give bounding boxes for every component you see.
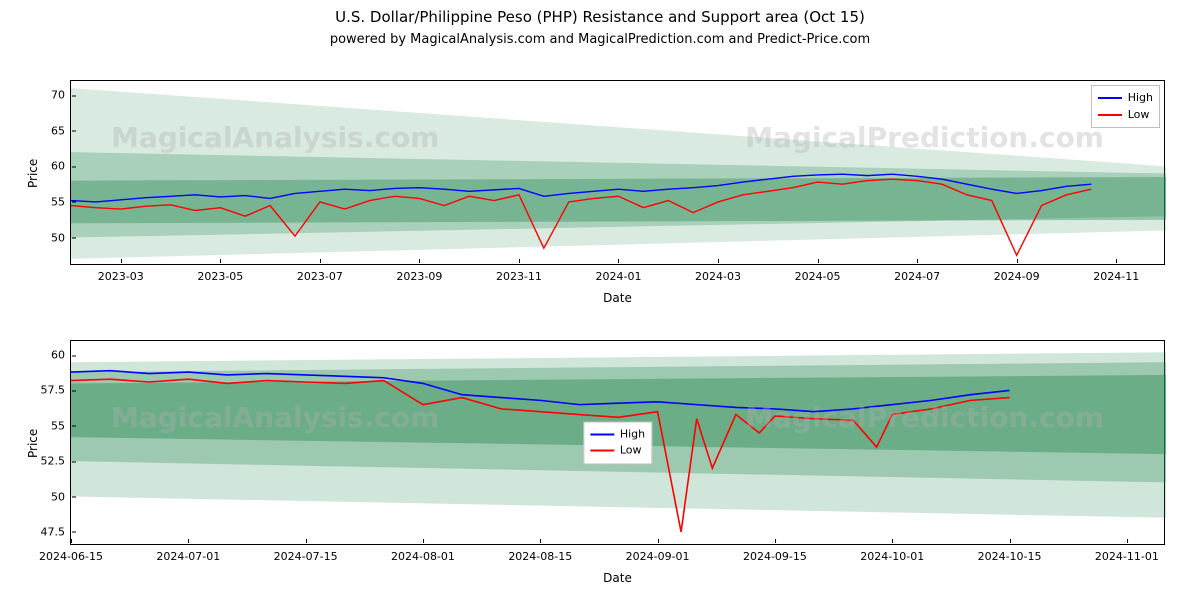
legend-top: HighLow xyxy=(1091,85,1160,128)
x-tick: 2023-03 xyxy=(98,264,144,283)
x-tick: 2024-11 xyxy=(1093,264,1139,283)
x-tick: 2024-06-15 xyxy=(39,544,103,563)
x-tick: 2024-07-01 xyxy=(156,544,220,563)
x-tick: 2024-09 xyxy=(994,264,1040,283)
x-tick: 2024-09-01 xyxy=(626,544,690,563)
x-tick: 2024-09-15 xyxy=(743,544,807,563)
legend-item: High xyxy=(590,426,645,443)
y-tick: 50 xyxy=(51,231,71,244)
y-tick: 50 xyxy=(51,490,71,503)
x-tick: 2024-01 xyxy=(596,264,642,283)
x-tick: 2024-11-01 xyxy=(1095,544,1159,563)
figure: U.S. Dollar/Philippine Peso (PHP) Resist… xyxy=(0,0,1200,600)
x-tick: 2024-03 xyxy=(695,264,741,283)
legend-bottom: HighLow xyxy=(583,421,652,464)
x-tick: 2024-07 xyxy=(894,264,940,283)
panel-top-plot xyxy=(71,81,1164,264)
y-tick: 47.5 xyxy=(41,525,72,538)
y-tick: 57.5 xyxy=(41,384,72,397)
y-tick: 65 xyxy=(51,124,71,137)
x-tick: 2024-08-15 xyxy=(508,544,572,563)
x-tick: 2024-10-01 xyxy=(860,544,924,563)
y-tick: 70 xyxy=(51,89,71,102)
x-axis-label-bottom: Date xyxy=(70,571,1165,585)
x-tick: 2024-05 xyxy=(795,264,841,283)
x-tick: 2023-05 xyxy=(197,264,243,283)
legend-item: Low xyxy=(1098,107,1153,124)
panel-bottom: MagicalAnalysis.com MagicalPrediction.co… xyxy=(70,340,1165,545)
y-axis-label-bottom: Price xyxy=(26,428,40,457)
legend-item: High xyxy=(1098,90,1153,107)
x-tick: 2023-11 xyxy=(496,264,542,283)
panel-top: MagicalAnalysis.com MagicalPrediction.co… xyxy=(70,80,1165,265)
y-tick: 52.5 xyxy=(41,455,72,468)
x-tick: 2024-07-15 xyxy=(274,544,338,563)
y-tick: 55 xyxy=(51,419,71,432)
legend-item: Low xyxy=(590,443,645,460)
chart-title: U.S. Dollar/Philippine Peso (PHP) Resist… xyxy=(0,8,1200,26)
x-axis-label-top: Date xyxy=(70,291,1165,305)
y-tick: 60 xyxy=(51,349,71,362)
x-tick: 2024-10-15 xyxy=(978,544,1042,563)
y-axis-label-top: Price xyxy=(26,158,40,187)
x-tick: 2023-09 xyxy=(396,264,442,283)
x-tick: 2024-08-01 xyxy=(391,544,455,563)
y-tick: 60 xyxy=(51,160,71,173)
y-tick: 55 xyxy=(51,195,71,208)
x-tick: 2023-07 xyxy=(297,264,343,283)
chart-subtitle: powered by MagicalAnalysis.com and Magic… xyxy=(0,32,1200,47)
